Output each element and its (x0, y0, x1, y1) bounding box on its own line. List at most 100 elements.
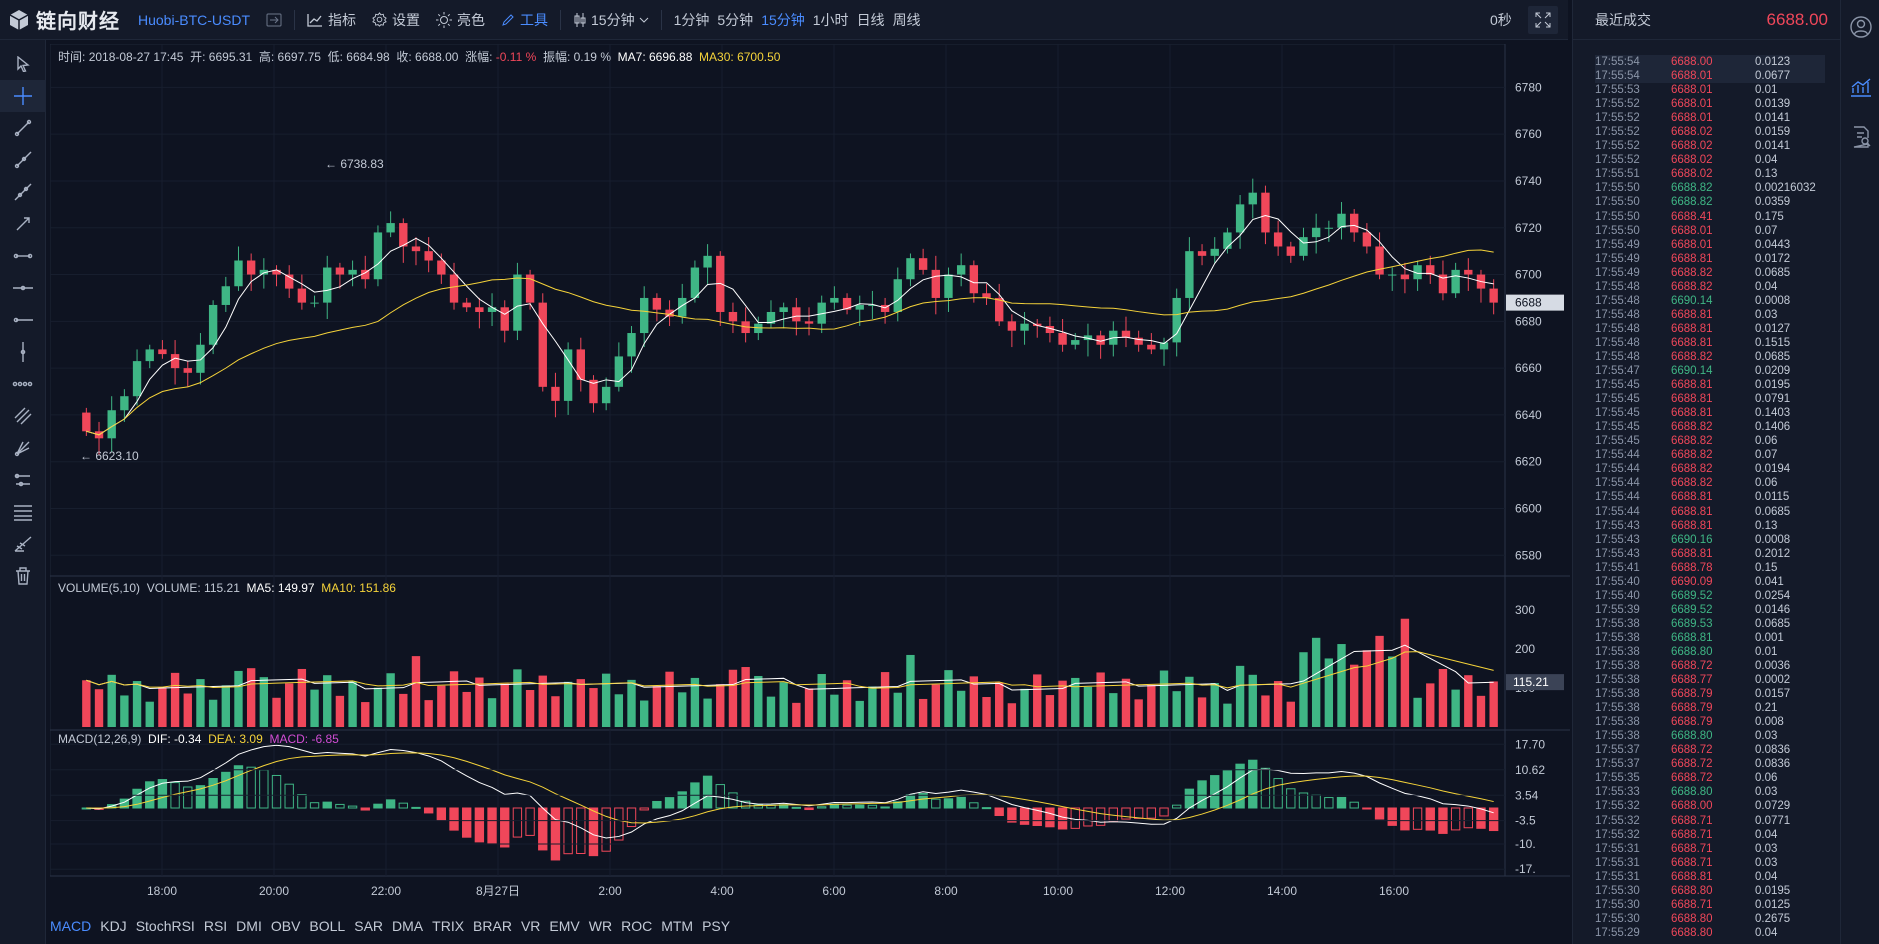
document-button[interactable] (1841, 112, 1879, 162)
tab-macd[interactable]: MACD (50, 918, 92, 934)
theme-button[interactable]: 亮色 (428, 0, 493, 40)
tab-obv[interactable]: OBV (270, 918, 301, 934)
indicator-button[interactable]: 指标 (299, 0, 364, 40)
chart-area[interactable]: 6780 6760 6740 6720 6700 6680 6660 6640 6620 6600… (50, 44, 1570, 910)
tab-dma[interactable]: DMA (392, 918, 424, 934)
volume-bar (1134, 699, 1143, 727)
tab-sar[interactable]: SAR (354, 918, 384, 934)
volume-bar (475, 677, 484, 727)
tab-brar[interactable]: BRAR (473, 918, 512, 934)
candle-body (1096, 335, 1105, 345)
trade-time: 17:55:45 (1595, 393, 1640, 406)
tab-vr[interactable]: VR (520, 918, 541, 934)
price-tick-label: 6780 (1515, 80, 1542, 94)
volume-bar (183, 693, 192, 727)
tab-emv[interactable]: EMV (549, 918, 580, 934)
trades-list[interactable]: 17:55:54 6688.00 0.0123 17:55:54 6688.01 0.06… (1595, 55, 1825, 940)
trade-row: 17:55:52 6688.02 0.0141 (1595, 139, 1825, 153)
cursor-tool[interactable] (0, 48, 46, 80)
fib-retracement-tool[interactable] (0, 496, 46, 528)
tab-kdj[interactable]: KDJ (100, 918, 127, 934)
tools-button[interactable]: 工具 (493, 0, 556, 40)
price-range-tool[interactable] (0, 464, 46, 496)
user-button[interactable] (1841, 2, 1879, 52)
macd-bar (411, 806, 421, 809)
period-1d[interactable]: 日线 (856, 11, 885, 28)
segment-tool[interactable] (0, 112, 46, 144)
swap-icon[interactable] (258, 0, 290, 40)
trade-time: 17:55:33 (1595, 786, 1640, 799)
symbol-selector[interactable]: Huobi-BTC-USDT (138, 11, 251, 28)
arrow-tool[interactable] (0, 208, 46, 240)
tab-stochrsi[interactable]: StochRSI (135, 918, 195, 934)
ma7-value: MA7: 6696.88 (617, 50, 693, 64)
volume-bar (1476, 695, 1486, 727)
candlestick-icon (574, 12, 586, 27)
tab-dmi[interactable]: DMI (236, 918, 262, 934)
arrow-line-icon (16, 217, 30, 231)
trade-price: 6689.52 (1671, 589, 1713, 602)
trade-time: 17:55:43 (1595, 519, 1640, 532)
candle-body (601, 386, 611, 404)
trade-amount: 0.0685 (1755, 505, 1791, 518)
volume-bar (678, 692, 687, 727)
period-5m[interactable]: 5分钟 (717, 11, 754, 28)
line-tool[interactable] (0, 176, 46, 208)
trade-price: 6688.02 (1671, 168, 1713, 181)
horizontal-line-tool[interactable] (0, 272, 46, 304)
crosshair-tool[interactable] (0, 80, 46, 112)
volume-bar (1185, 676, 1194, 727)
macd-value: MACD: -6.85 (269, 732, 339, 746)
period-15m[interactable]: 15分钟 (761, 11, 805, 28)
period-dropdown[interactable]: 15分钟 (565, 0, 657, 40)
ray-tool[interactable] (0, 144, 46, 176)
candle-body (931, 269, 940, 298)
trade-amount: 0.04 (1755, 926, 1778, 939)
tab-rsi[interactable]: RSI (203, 918, 228, 934)
vertical-line-tool[interactable] (0, 336, 46, 368)
brush-tool[interactable] (0, 528, 46, 560)
parallel-channel-tool[interactable] (0, 400, 46, 432)
price-line-tool[interactable] (0, 368, 46, 400)
macd-bar (157, 779, 168, 809)
settings-button[interactable]: 设置 (364, 0, 428, 40)
volume-bar (221, 685, 230, 727)
trade-amount: 0.03 (1755, 842, 1778, 855)
tab-psy[interactable]: PSY (702, 918, 731, 934)
kline-chart[interactable]: 6780 6760 6740 6720 6700 6680 6660 6640 6620 6600… (50, 44, 1570, 910)
horizontal-segment-tool[interactable] (0, 240, 46, 272)
trade-row: 17:55:31 6688.71 0.03 (1595, 856, 1825, 870)
fullscreen-button[interactable] (1528, 6, 1558, 34)
dotted-line-icon (12, 381, 33, 387)
price-tick-label: 6600 (1515, 501, 1542, 515)
trade-price: 6688.81 (1671, 308, 1713, 321)
trade-time: 17:55:54 (1595, 56, 1640, 68)
tab-roc[interactable]: ROC (621, 918, 653, 934)
tab-boll[interactable]: BOLL (309, 918, 346, 934)
candle-body (1159, 342, 1169, 350)
trade-time: 17:55:48 (1595, 350, 1640, 363)
brand-logo[interactable]: 链向财经 (0, 5, 130, 34)
period-selected: 15分钟 (591, 11, 635, 28)
period-1h[interactable]: 1小时 (812, 11, 849, 28)
tab-mtm[interactable]: MTM (661, 918, 694, 934)
period-1w[interactable]: 周线 (892, 11, 921, 28)
tab-wr[interactable]: WR (588, 918, 613, 934)
period-1m[interactable]: 1分钟 (673, 11, 710, 28)
macd-bar (1425, 807, 1435, 831)
trade-time: 17:55:49 (1595, 252, 1640, 265)
volume-bar (1109, 693, 1118, 727)
fib-tool[interactable] (0, 432, 46, 464)
trade-price: 6688.02 (1671, 140, 1713, 153)
horizontal-ray-tool[interactable] (0, 304, 46, 336)
macd-bar (639, 807, 649, 811)
volume-bar (158, 687, 167, 727)
chart-button[interactable] (1841, 62, 1879, 112)
volume-bar (525, 690, 535, 727)
delete-tool[interactable] (0, 560, 46, 592)
chart-frame (50, 44, 1506, 877)
volume-bar (792, 702, 801, 727)
tab-trix[interactable]: TRIX (432, 918, 465, 934)
volume-bar (652, 686, 662, 727)
trade-amount: 0.041 (1755, 575, 1784, 588)
